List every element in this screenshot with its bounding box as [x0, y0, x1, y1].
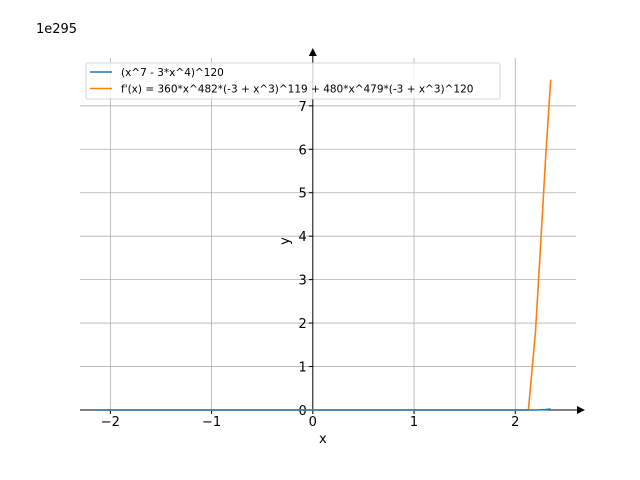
legend: (x^7 - 3*x^4)^120 f'(x) = 360*x^482*(-3 … [85, 62, 501, 100]
legend-box [85, 62, 501, 100]
y-tick-label-5: 5 [299, 187, 307, 202]
axes [80, 48, 585, 414]
y-tick-label-3: 3 [299, 274, 307, 289]
y-scale-label: 1e295 [36, 22, 77, 37]
y-tick-label-2: 2 [299, 317, 307, 332]
y-tick-label-6: 6 [299, 143, 307, 158]
y-axis-arrow [308, 48, 317, 56]
legend-label-series-1: (x^7 - 3*x^4)^120 [121, 67, 224, 79]
x-tick-label-3: 1 [410, 415, 418, 430]
x-tick-label-2: 0 [309, 415, 317, 430]
x-axis-arrow [577, 406, 585, 414]
y-tick-label-0: 0 [299, 404, 307, 419]
series-line-1 [95, 408, 551, 411]
x-tick-label-0: −2 [101, 415, 120, 430]
y-axis-label: y [278, 237, 293, 245]
series-layer [95, 79, 552, 411]
x-tick-label-1: −1 [202, 415, 221, 430]
x-ticks: −2 −1 0 1 2 [101, 410, 519, 430]
x-tick-label-4: 2 [511, 415, 519, 430]
grid [80, 58, 576, 410]
legend-label-series-2: f'(x) = 360*x^482*(-3 + x^3)^119 + 480*x… [121, 84, 473, 96]
y-tick-label-7: 7 [299, 100, 307, 115]
series-line-2 [95, 79, 552, 411]
x-axis-label: x [319, 432, 327, 447]
y-tick-label-1: 1 [299, 361, 307, 376]
y-tick-label-4: 4 [299, 230, 307, 245]
y-ticks: 0 1 2 3 4 5 6 7 [299, 100, 313, 419]
